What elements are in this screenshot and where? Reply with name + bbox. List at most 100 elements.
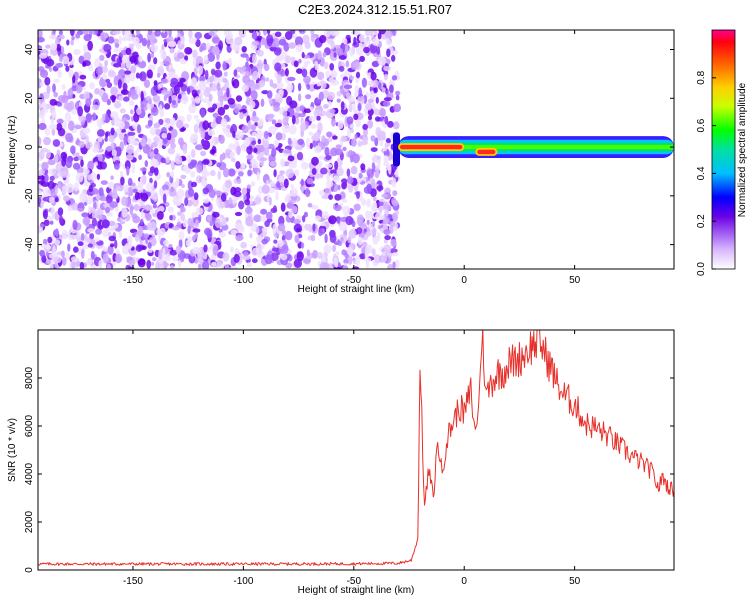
spectrogram-noise-speckle — [180, 94, 189, 105]
spectrogram-noise-speckle — [280, 202, 286, 212]
spectrogram-noise-speckle — [234, 248, 240, 255]
spectrogram-noise-speckle — [383, 155, 389, 164]
spectrogram-noise-speckle — [163, 123, 171, 129]
spectrogram-noise-speckle — [240, 241, 247, 249]
spectrogram-noise-speckle — [375, 96, 379, 104]
spectrogram-noise-speckle — [323, 30, 331, 38]
spectrogram-noise-speckle — [282, 110, 288, 118]
spectrogram-noise-speckle — [342, 265, 348, 269]
spectrogram-noise-speckle — [149, 151, 154, 161]
y-tick-label: 20 — [24, 92, 35, 104]
spectrogram-noise-speckle — [80, 233, 85, 241]
spectrogram-noise-speckle — [183, 123, 190, 129]
spectrogram-noise-speckle — [334, 160, 339, 171]
spectrogram-noise-speckle — [73, 156, 80, 162]
x-tick-label: 0 — [461, 576, 467, 587]
spectrogram-noise-speckle — [312, 223, 316, 232]
spectrogram-noise-speckle — [208, 75, 214, 83]
spectrogram-noise-speckle — [378, 215, 385, 220]
spectrogram-noise-speckle — [297, 93, 302, 102]
spectrogram-noise-speckle — [144, 204, 152, 211]
spectrogram-noise-speckle — [204, 227, 212, 236]
spectrogram-noise-speckle — [394, 259, 400, 269]
spectrogram-noise-speckle — [149, 114, 154, 122]
spectrogram-noise-speckle — [332, 244, 336, 253]
spectrogram-noise-speckle — [38, 175, 45, 180]
spectrogram-noise-speckle — [358, 102, 362, 112]
spectrogram-noise-speckle — [373, 108, 381, 116]
spectrogram-noise-speckle — [271, 252, 279, 261]
spectrogram-noise-speckle — [392, 252, 399, 257]
spectrogram-noise-speckle — [87, 40, 93, 51]
spectrogram-noise-speckle — [135, 244, 143, 252]
spectrogram-noise-speckle — [358, 87, 363, 98]
x-tick-label: -150 — [123, 576, 143, 587]
spectrogram-noise-speckle — [365, 102, 373, 111]
spectrogram-noise-speckle — [349, 75, 355, 80]
spectrogram-noise-speckle — [90, 172, 97, 182]
spectrogram-noise-speckle — [201, 176, 206, 184]
spectrogram-noise-speckle — [192, 49, 198, 60]
spectrogram-noise-speckle — [194, 31, 203, 40]
spectrogram-noise-speckle — [321, 211, 329, 219]
spectrogram-noise-speckle — [228, 143, 236, 151]
spectrogram-noise-speckle — [95, 66, 104, 76]
spectrogram-noise-speckle — [144, 160, 148, 168]
spectrogram-noise-speckle — [200, 150, 207, 157]
spectrogram-noise-speckle — [310, 33, 315, 42]
spectrogram-noise-speckle — [377, 130, 386, 141]
spectrogram-noise-speckle — [146, 69, 153, 79]
spectrogram-noise-speckle — [383, 229, 391, 236]
spectrogram-noise-speckle — [355, 71, 361, 79]
spectrogram-noise-speckle — [269, 181, 276, 187]
colorbar-tick-label: 0.6 — [696, 118, 707, 132]
spectrogram-noise-speckle — [136, 107, 142, 115]
spectrogram-noise-speckle — [127, 131, 136, 136]
spectrogram-noise-speckle — [222, 127, 227, 132]
spectrogram-noise-speckle — [82, 193, 88, 203]
spectrogram-noise-speckle — [367, 119, 374, 129]
spectrogram-noise-speckle — [384, 30, 393, 39]
spectrogram-noise-speckle — [262, 30, 268, 36]
spectrogram-noise-speckle — [47, 159, 56, 166]
spectrogram-noise-speckle — [126, 165, 130, 176]
colorbar-ticks: 0.0 0.2 0.4 0.6 0.8 — [696, 70, 716, 276]
spectrogram-noise-speckle — [258, 80, 266, 88]
spectrogram-noise-speckle — [205, 42, 211, 50]
spectrogram-noise-speckle — [200, 108, 205, 119]
spectrogram-noise-speckle — [348, 47, 354, 57]
spectrogram-noise-speckle — [371, 221, 376, 226]
x-tick-label: -150 — [123, 275, 143, 286]
spectrogram-noise-speckle — [60, 170, 69, 178]
spectrogram-noise-speckle — [195, 207, 204, 215]
spectrogram-noise-speckle — [275, 190, 279, 201]
spectrogram-noise-speckle — [83, 44, 88, 53]
spectrogram-noise-speckle — [176, 119, 184, 129]
spectrogram-image — [38, 30, 674, 269]
spectrogram-noise-speckle — [191, 89, 198, 97]
spectrogram-noise-speckle — [126, 256, 133, 261]
spectrogram-noise-speckle — [170, 142, 177, 149]
spectrogram-noise-speckle — [297, 82, 302, 92]
spectrogram-noise-speckle — [96, 129, 105, 137]
spectrogram-noise-speckle — [214, 190, 223, 195]
spectrogram-noise-speckle — [207, 247, 211, 253]
spectrogram-noise-speckle — [110, 243, 115, 248]
spectrogram-noise-speckle — [207, 129, 216, 137]
spectrogram-noise-speckle — [317, 50, 322, 61]
spectrogram-noise-speckle — [230, 186, 237, 196]
spectrogram-noise-speckle — [165, 118, 171, 124]
spectrogram-noise-speckle — [324, 233, 328, 244]
spectrogram-noise-speckle — [338, 65, 345, 72]
spectrogram-noise-speckle — [254, 196, 262, 205]
spectrogram-noise-speckle — [355, 255, 361, 266]
spectrogram-noise-speckle — [232, 78, 240, 89]
spectrogram-noise-speckle — [261, 238, 269, 245]
spectrogram-noise-speckle — [382, 146, 388, 152]
spectrogram-noise-speckle — [383, 73, 388, 81]
spectrogram-noise-speckle — [187, 224, 191, 235]
spectrogram-noise-speckle — [310, 106, 314, 112]
spectrogram-noise-speckle — [98, 78, 107, 88]
spectrogram-noise-speckle — [150, 261, 155, 266]
spectrogram-noise-speckle — [389, 84, 394, 94]
